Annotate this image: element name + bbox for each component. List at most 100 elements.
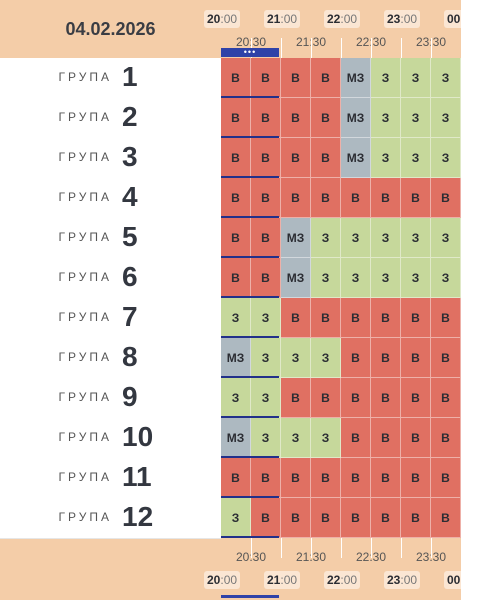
outage-slot[interactable]: З [221,498,251,538]
outage-slot[interactable]: В [431,418,461,458]
outage-slot[interactable]: З [431,258,461,298]
outage-slot[interactable]: В [431,178,461,218]
outage-slot[interactable]: МЗ [281,218,311,258]
outage-slot[interactable]: В [371,178,401,218]
outage-slot[interactable]: З [371,218,401,258]
outage-slot[interactable]: В [281,298,311,338]
outage-slot[interactable]: В [251,458,281,498]
outage-slot[interactable]: В [251,218,281,258]
outage-slot[interactable]: З [401,98,431,138]
outage-slot[interactable]: В [341,418,371,458]
outage-slot[interactable]: З [221,378,251,418]
outage-slot[interactable]: В [311,58,341,98]
outage-slot[interactable]: З [371,258,401,298]
outage-slot[interactable]: В [371,298,401,338]
outage-slot[interactable]: В [341,498,371,538]
outage-slot[interactable]: В [281,378,311,418]
outage-slot[interactable]: В [311,298,341,338]
outage-slot[interactable]: В [311,458,341,498]
outage-slot[interactable]: З [251,378,281,418]
outage-slot[interactable]: В [341,178,371,218]
outage-slot[interactable]: З [431,98,461,138]
group-label: ГРУПА 5 [0,218,221,259]
outage-slot[interactable]: В [281,458,311,498]
outage-slot[interactable]: В [251,498,281,538]
outage-slot[interactable]: В [401,498,431,538]
outage-slot[interactable]: В [251,58,281,98]
outage-slot[interactable]: В [221,218,251,258]
outage-slot[interactable]: З [401,218,431,258]
outage-slot[interactable]: З [371,58,401,98]
outage-slot[interactable]: З [311,258,341,298]
outage-slot[interactable]: В [251,138,281,178]
outage-slot[interactable]: З [281,418,311,458]
outage-slot[interactable]: В [371,418,401,458]
outage-slot[interactable]: З [251,298,281,338]
outage-slot[interactable]: МЗ [221,418,251,458]
outage-slot[interactable]: В [371,458,401,498]
outage-slot[interactable]: В [251,258,281,298]
outage-slot[interactable]: З [281,338,311,378]
current-time-marker[interactable]: ••• [221,48,279,57]
outage-slot[interactable]: В [341,378,371,418]
group-word: ГРУПА [58,70,112,84]
outage-slot[interactable]: МЗ [341,138,371,178]
outage-slot[interactable]: В [281,178,311,218]
outage-slot[interactable]: В [221,98,251,138]
outage-slot[interactable]: В [221,138,251,178]
outage-slot[interactable]: В [251,98,281,138]
outage-slot[interactable]: В [251,178,281,218]
outage-slot[interactable]: В [401,298,431,338]
outage-slot[interactable]: В [341,338,371,378]
outage-slot[interactable]: З [401,138,431,178]
outage-slot[interactable]: В [221,258,251,298]
outage-slot[interactable]: З [251,418,281,458]
outage-slot[interactable]: МЗ [221,338,251,378]
outage-slot[interactable]: З [311,218,341,258]
outage-slot[interactable]: В [431,378,461,418]
outage-slot[interactable]: З [371,138,401,178]
outage-slot[interactable]: МЗ [341,98,371,138]
outage-slot[interactable]: З [251,338,281,378]
outage-slot[interactable]: З [401,258,431,298]
outage-slot[interactable]: В [401,178,431,218]
outage-slot[interactable]: В [371,378,401,418]
outage-slot[interactable]: В [311,138,341,178]
outage-slot[interactable]: В [401,338,431,378]
outage-slot[interactable]: З [431,58,461,98]
outage-slot[interactable]: З [341,258,371,298]
outage-slot[interactable]: В [401,378,431,418]
outage-slot[interactable]: В [371,338,401,378]
outage-slot[interactable]: МЗ [341,58,371,98]
outage-slot[interactable]: З [341,218,371,258]
outage-slot[interactable]: З [431,138,461,178]
outage-slot[interactable]: В [431,498,461,538]
outage-slot[interactable]: В [371,498,401,538]
outage-slot[interactable]: З [431,218,461,258]
outage-slot[interactable]: В [401,418,431,458]
outage-slot[interactable]: З [401,58,431,98]
outage-slot[interactable]: В [341,458,371,498]
outage-slot[interactable]: МЗ [281,258,311,298]
outage-slot[interactable]: В [281,498,311,538]
outage-slot[interactable]: В [311,178,341,218]
outage-slot[interactable]: В [221,58,251,98]
outage-slot[interactable]: З [371,98,401,138]
outage-slot[interactable]: В [281,98,311,138]
outage-slot[interactable]: В [341,298,371,338]
outage-slot[interactable]: В [401,458,431,498]
outage-slot[interactable]: В [311,498,341,538]
outage-slot[interactable]: З [311,338,341,378]
outage-slot[interactable]: В [431,458,461,498]
outage-slot[interactable]: В [281,58,311,98]
outage-slot[interactable]: В [311,98,341,138]
outage-slot[interactable]: В [431,298,461,338]
outage-slot[interactable]: З [311,418,341,458]
outage-slot[interactable]: В [431,338,461,378]
outage-slot[interactable]: В [221,178,251,218]
outage-slot[interactable]: В [281,138,311,178]
group-word: ГРУПА [58,150,112,164]
outage-slot[interactable]: З [221,298,251,338]
outage-slot[interactable]: В [311,378,341,418]
outage-slot[interactable]: В [221,458,251,498]
